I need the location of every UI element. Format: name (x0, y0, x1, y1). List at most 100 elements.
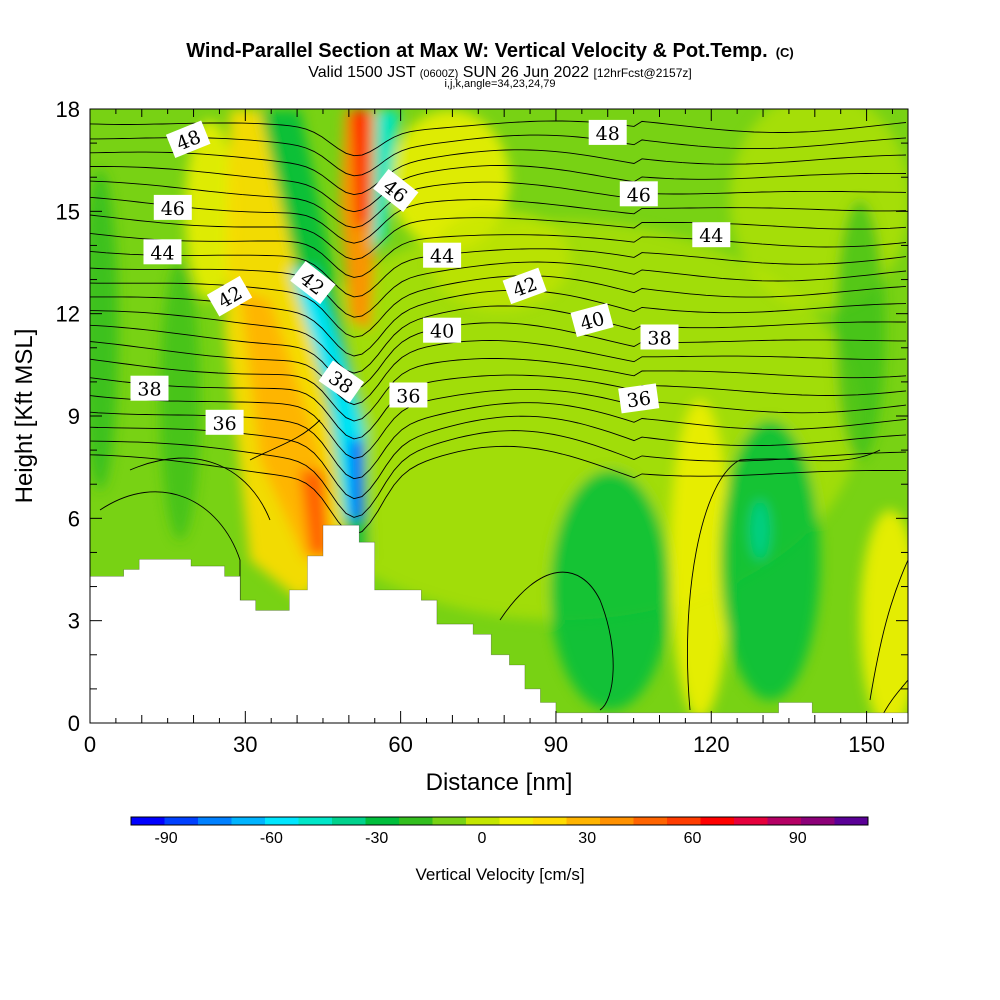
theta-contour-line (90, 180, 907, 229)
velocity-blob (720, 420, 820, 700)
theta-label: 44 (692, 222, 731, 248)
theta-label: 40 (570, 303, 614, 338)
colorbar-swatch (164, 817, 199, 825)
theta-label-box (153, 194, 192, 220)
theta-label-box (206, 275, 253, 317)
theta-label-text: 46 (161, 198, 185, 220)
chart-indices: i,j,k,angle=34,23,24,79 (444, 78, 555, 90)
colorbar-swatch (399, 817, 433, 825)
velocity-blob (750, 500, 770, 560)
chart-subtitle: Valid 1500 JST (0600Z) SUN 26 Jun 2022 [… (308, 64, 691, 81)
theta-label: 36 (618, 383, 660, 414)
velocity-blob (550, 470, 670, 710)
colorbar-swatch (834, 817, 869, 825)
theta-label-text: 44 (430, 246, 454, 268)
theta-label-text: 38 (647, 328, 671, 350)
colorbar-swatch (734, 817, 768, 825)
velocity-blob (835, 200, 885, 460)
theta-contour-line (90, 430, 907, 518)
chart-title: Wind-Parallel Section at Max W: Vertical… (186, 40, 794, 62)
colorbar-swatch (365, 817, 400, 825)
theta-label: 46 (153, 194, 192, 220)
y-tick-label: 12 (56, 302, 80, 327)
terrain-mask (90, 525, 908, 723)
downdraft-core (290, 270, 365, 520)
x-tick-label: 30 (233, 732, 257, 757)
theta-label-box (570, 303, 614, 338)
terrain-outline (90, 524, 908, 723)
colorbar-swatch (466, 817, 500, 825)
theta-contour-line (90, 305, 906, 374)
theta-label-box (588, 119, 627, 145)
theta-label: 44 (423, 242, 462, 268)
colorbar-swatch (198, 817, 232, 825)
theta-label-text: 38 (137, 379, 161, 401)
colorbar-swatch (231, 817, 266, 825)
theta-label-text: 48 (596, 123, 620, 145)
downdraft-peak (350, 440, 362, 520)
colorbar-swatch (432, 817, 467, 825)
subtitle-forecast: [12hrFcst@2157z] (594, 66, 692, 80)
x-axis-tick-labels: 0 30 60 90 120 150 (84, 732, 885, 757)
theta-label-box (373, 168, 419, 213)
theta-label-box (423, 242, 462, 268)
theta-label-text: 36 (213, 413, 237, 435)
theta-label-box (692, 222, 731, 248)
theta-contour-line (687, 449, 881, 711)
theta-contour-line (90, 322, 906, 390)
colorbar-tick-labels: -90 -60 -30 0 30 60 90 (155, 830, 807, 847)
colorbar-swatch (499, 817, 534, 825)
theta-label: 36 (389, 382, 428, 408)
velocity-field (90, 109, 908, 723)
theta-label: 38 (130, 375, 169, 401)
velocity-blob (670, 400, 730, 720)
colorbar-swatch (566, 817, 601, 825)
colorbar-swatch (767, 817, 802, 825)
updraft-peak (300, 470, 330, 555)
theta-contour-line (90, 120, 907, 157)
x-tick-label: 0 (84, 732, 96, 757)
y-axis-tick-labels: 0 3 6 9 12 15 18 (56, 97, 80, 736)
colorbar-tick-label: -30 (365, 830, 388, 847)
theta-contour-line (90, 196, 907, 244)
theta-label-text: 36 (396, 386, 420, 408)
colorbar-tick-label: -60 (260, 830, 283, 847)
theta-label-text: 44 (699, 225, 723, 247)
colorbar-swatch (600, 817, 634, 825)
theta-contour-line (90, 388, 907, 459)
y-tick-label: 6 (68, 506, 80, 531)
theta-label-text: 40 (430, 321, 454, 343)
y-tick-label: 3 (68, 609, 80, 634)
theta-label-box (130, 375, 169, 401)
subtitle-utc: (0600Z) (420, 68, 459, 80)
theta-contour-line (90, 374, 907, 440)
colorbar-tick-label: 30 (578, 830, 596, 847)
colorbar (130, 816, 869, 826)
colorbar-tick-label: 0 (478, 830, 487, 847)
velocity-blob (730, 109, 908, 310)
copyright-mark: (C) (776, 45, 794, 60)
theta-label-box (290, 261, 336, 305)
colorbar-swatch (667, 817, 701, 825)
colorbar-swatch (131, 817, 165, 825)
x-tick-label: 60 (388, 732, 412, 757)
theta-label-box (318, 360, 365, 403)
y-tick-label: 18 (56, 97, 80, 122)
theta-label-box (640, 324, 679, 350)
theta-contour-line (90, 358, 907, 422)
colorbar-tick-label: -90 (155, 830, 178, 847)
colorbar-swatch (633, 817, 668, 825)
theta-label-box (389, 382, 428, 408)
theta-label: 44 (143, 239, 182, 265)
colorbar-swatch (298, 817, 333, 825)
colorbar-tick-label: 60 (684, 830, 702, 847)
y-tick-label: 15 (56, 199, 80, 224)
theta-label-box (619, 181, 658, 207)
colorbar-swatch (801, 817, 835, 825)
theta-label: 48 (588, 119, 627, 145)
theta-label: 38 (640, 324, 679, 350)
theta-contour-line (90, 261, 907, 318)
theta-label-box (143, 239, 182, 265)
